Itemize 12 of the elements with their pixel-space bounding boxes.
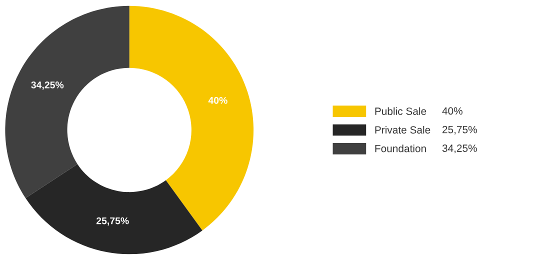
- donut-slice: [5, 6, 130, 198]
- donut-slice: [129, 6, 254, 230]
- text: 40%: [442, 107, 462, 115]
- legend-label: Public Sale: [375, 107, 426, 115]
- data-label: 34,25%: [31, 82, 64, 90]
- data-label: 25,75%: [96, 217, 129, 226]
- text: 34,25%: [442, 144, 477, 154]
- text: 25,75%: [442, 126, 477, 135]
- legend-label: Private Sale: [375, 126, 430, 134]
- donut-slice: [26, 164, 202, 254]
- data-label: 40%: [208, 96, 228, 104]
- legend-label: Foundation: [375, 144, 426, 152]
